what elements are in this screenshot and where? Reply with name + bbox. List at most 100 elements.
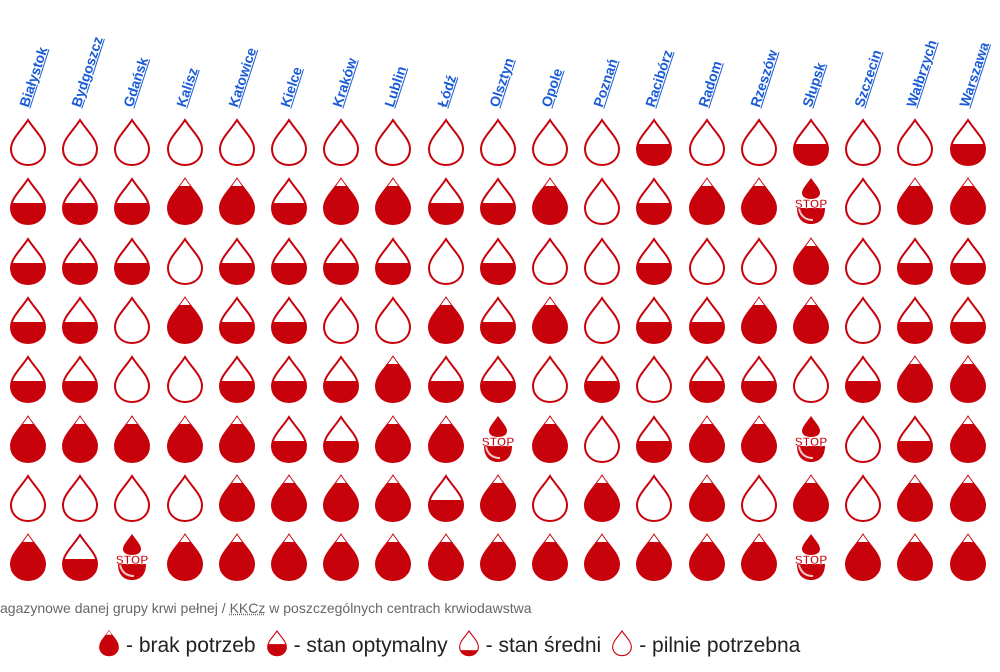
blood-drop-icon: [895, 117, 935, 167]
city-link-12[interactable]: Racibórz: [642, 47, 676, 109]
blood-drop-icon: [426, 236, 466, 286]
blood-drop-icon: [373, 176, 413, 226]
blood-drop-icon: [217, 236, 257, 286]
blood-drop-icon: [60, 532, 100, 582]
city-link-18[interactable]: Warszawa: [955, 40, 992, 109]
blood-stock-grid: STOP STOP STOP STOP STOP: [0, 112, 1000, 592]
blood-drop-icon: [8, 236, 48, 286]
legend: - brak potrzeb - stan optymalny - stan śre…: [98, 629, 810, 663]
blood-drop-icon: [582, 414, 622, 464]
blood-drop-icon: [895, 354, 935, 404]
blood-drop-icon: [791, 473, 831, 523]
blood-drop-icon: [426, 532, 466, 582]
city-link-2[interactable]: Gdańsk: [120, 55, 152, 109]
blood-drop-icon: [843, 354, 883, 404]
blood-drop-icon: [165, 117, 205, 167]
blood-drop-icon: [739, 414, 779, 464]
blood-drop-icon: [739, 354, 779, 404]
legend-item: - brak potrzeb: [98, 629, 262, 663]
blood-drop-icon: [634, 176, 674, 226]
blood-drop-icon: [739, 176, 779, 226]
blood-drop-icon: [373, 236, 413, 286]
blood-drop-icon: [373, 354, 413, 404]
blood-drop-icon: [948, 176, 988, 226]
blood-drop-icon: [60, 473, 100, 523]
blood-drop-icon: [843, 414, 883, 464]
city-link-7[interactable]: Lublin: [381, 64, 410, 109]
city-link-4[interactable]: Katowice: [224, 45, 260, 109]
blood-drop-icon: [321, 295, 361, 345]
blood-drop-icon: [112, 176, 152, 226]
blood-drop-icon: [60, 295, 100, 345]
blood-drop-icon: [530, 473, 570, 523]
city-link-5[interactable]: Kielce: [277, 64, 305, 109]
blood-drop-icon: [426, 176, 466, 226]
blood-drop-icon: [530, 176, 570, 226]
blood-drop-icon: [687, 354, 727, 404]
blood-drop-icon: [269, 176, 309, 226]
blood-drop-icon: [165, 473, 205, 523]
blood-drop-icon: [217, 414, 257, 464]
blood-drop-icon: [582, 354, 622, 404]
city-link-0[interactable]: Białystok: [16, 44, 51, 109]
blood-drop-icon: [217, 354, 257, 404]
city-link-17[interactable]: Wałbrzych: [903, 37, 941, 109]
blood-drop-icon: [739, 295, 779, 345]
blood-drop-icon: [217, 295, 257, 345]
blood-drop-icon: [217, 473, 257, 523]
blood-drop-icon: [60, 354, 100, 404]
blood-drop-icon: [948, 414, 988, 464]
blood-drop-icon: [687, 532, 727, 582]
blood-drop-icon: [269, 295, 309, 345]
blood-drop-icon: [373, 117, 413, 167]
city-link-3[interactable]: Kalisz: [172, 65, 201, 109]
blood-drop-icon: [739, 117, 779, 167]
blood-drop-icon: [165, 354, 205, 404]
blood-drop-icon: [426, 473, 466, 523]
blood-drop-icon: [948, 473, 988, 523]
blood-drop-icon: [478, 354, 518, 404]
blood-drop-icon: [8, 295, 48, 345]
blood-drop-icon: [112, 354, 152, 404]
legend-item: - pilnie potrzebna: [611, 629, 806, 663]
city-link-8[interactable]: Łódź: [433, 72, 459, 109]
blood-drop-icon: [948, 532, 988, 582]
blood-drop-icon: [478, 532, 518, 582]
svg-text:STOP: STOP: [795, 553, 827, 567]
caption-abbreviation: KKCz: [229, 600, 266, 616]
city-link-10[interactable]: Opole: [538, 66, 566, 109]
blood-drop-icon: [895, 295, 935, 345]
blood-drop-icon: [895, 532, 935, 582]
blood-drop-icon: [8, 414, 48, 464]
blood-drop-icon: [165, 176, 205, 226]
city-link-14[interactable]: Rzeszów: [746, 47, 781, 109]
city-link-6[interactable]: Kraków: [329, 55, 361, 109]
blood-drop-icon: [426, 295, 466, 345]
city-link-15[interactable]: Słupsk: [799, 60, 829, 109]
blood-drop-icon: [582, 295, 622, 345]
stop-drop-icon: STOP: [791, 176, 831, 226]
blood-drop-icon: [582, 176, 622, 226]
blood-drop-icon: [321, 354, 361, 404]
city-link-1[interactable]: Bydgoszcz: [68, 34, 107, 109]
blood-drop-icon: [478, 295, 518, 345]
blood-drop-icon: [217, 117, 257, 167]
blood-drop-icon: [582, 532, 622, 582]
legend-item: - stan optymalny: [266, 629, 454, 663]
blood-drop-icon: [843, 295, 883, 345]
city-link-16[interactable]: Szczecin: [851, 47, 885, 109]
blood-drop-icon: [530, 414, 570, 464]
city-link-11[interactable]: Poznań: [590, 56, 621, 109]
blood-drop-icon: [60, 414, 100, 464]
blood-drop-icon: [843, 176, 883, 226]
blood-drop-icon: [791, 117, 831, 167]
legend-label: - stan optymalny: [293, 634, 448, 657]
city-link-9[interactable]: Olsztyn: [485, 55, 517, 109]
city-link-13[interactable]: Radom: [694, 58, 725, 109]
blood-drop-icon: [739, 532, 779, 582]
blood-drop-icon: [582, 236, 622, 286]
blood-drop-icon: [458, 629, 486, 663]
blood-drop-icon: [843, 473, 883, 523]
blood-drop-icon: [112, 236, 152, 286]
blood-drop-icon: [895, 473, 935, 523]
